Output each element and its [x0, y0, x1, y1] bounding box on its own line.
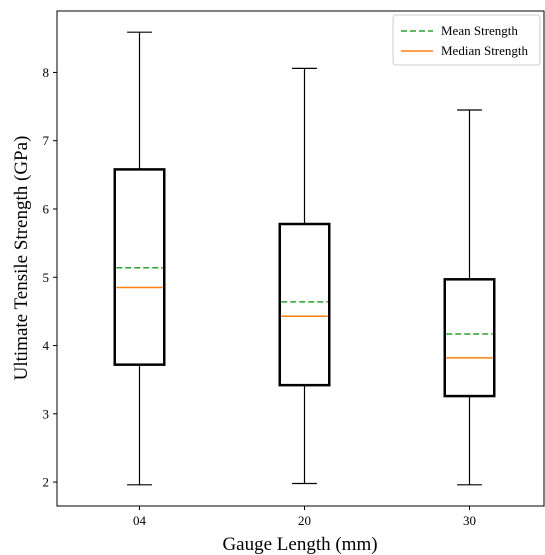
- boxes-layer: [113, 31, 496, 486]
- plot-frame: [56, 10, 545, 507]
- iqr-box: [278, 222, 331, 387]
- legend-mean-label: Mean Strength: [441, 23, 518, 38]
- box-20: [278, 67, 331, 485]
- iqr-box: [443, 278, 496, 398]
- legend-median-label: Median Strength: [441, 43, 529, 58]
- y-tick-label: 4: [43, 338, 50, 353]
- x-tick-label: 20: [298, 513, 311, 528]
- y-tick-label: 8: [43, 65, 50, 80]
- y-tick-label: 5: [43, 270, 50, 285]
- box-30: [443, 109, 496, 486]
- iqr-box: [113, 168, 166, 366]
- ticks-layer: 2 3 4 5 6 7 8 04 20 30: [43, 65, 477, 528]
- x-tick-label: 30: [463, 513, 476, 528]
- box-04: [113, 31, 166, 486]
- y-tick-label: 7: [43, 133, 50, 148]
- y-axis-label: Ultimate Tensile Strength (GPa): [11, 136, 32, 381]
- legend: Mean Strength Median Strength: [392, 14, 541, 66]
- y-tick-label: 2: [43, 475, 50, 490]
- legend-box: [392, 14, 541, 66]
- y-tick-label: 3: [43, 406, 50, 421]
- x-tick-label: 04: [133, 513, 147, 528]
- x-axis-label: Gauge Length (mm): [222, 534, 377, 555]
- y-tick-label: 6: [43, 202, 50, 217]
